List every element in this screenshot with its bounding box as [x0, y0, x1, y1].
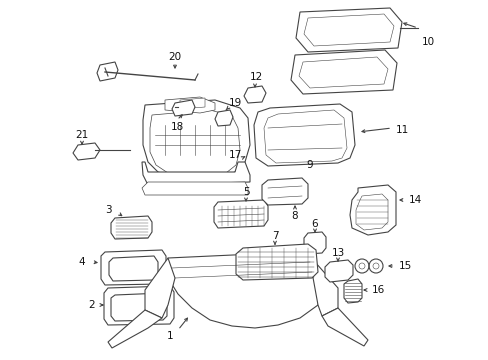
Polygon shape [73, 143, 100, 160]
Polygon shape [97, 62, 118, 81]
Polygon shape [214, 200, 267, 228]
Polygon shape [180, 98, 204, 109]
Polygon shape [304, 232, 325, 254]
Text: 10: 10 [421, 37, 434, 47]
Text: 19: 19 [228, 98, 241, 108]
Text: 13: 13 [331, 248, 344, 258]
Text: 18: 18 [170, 122, 183, 132]
Polygon shape [264, 110, 346, 163]
Polygon shape [236, 244, 317, 280]
Text: 21: 21 [75, 130, 88, 140]
Text: 20: 20 [168, 52, 181, 62]
Polygon shape [244, 86, 265, 103]
Polygon shape [150, 110, 240, 176]
Text: 15: 15 [398, 261, 411, 271]
Text: 5: 5 [242, 187, 249, 197]
Polygon shape [109, 256, 158, 281]
Polygon shape [111, 293, 167, 321]
Text: 1: 1 [166, 331, 173, 341]
Text: 8: 8 [291, 211, 298, 221]
Text: 6: 6 [311, 219, 318, 229]
Text: 11: 11 [395, 125, 408, 135]
Polygon shape [168, 252, 319, 328]
Text: 9: 9 [306, 160, 313, 170]
Polygon shape [262, 178, 307, 205]
Text: 17: 17 [228, 150, 241, 160]
Polygon shape [321, 308, 367, 346]
Text: 4: 4 [79, 257, 85, 267]
Polygon shape [295, 8, 401, 52]
Polygon shape [298, 57, 387, 88]
Polygon shape [145, 258, 175, 318]
Text: 16: 16 [370, 285, 384, 295]
Polygon shape [172, 100, 195, 116]
Polygon shape [142, 100, 249, 180]
Text: 2: 2 [88, 300, 95, 310]
Polygon shape [142, 182, 247, 195]
Polygon shape [304, 14, 393, 46]
Polygon shape [290, 50, 396, 94]
Polygon shape [111, 216, 152, 239]
Polygon shape [325, 260, 352, 282]
Polygon shape [311, 262, 337, 316]
Polygon shape [253, 104, 354, 166]
Polygon shape [101, 250, 165, 285]
Text: 12: 12 [249, 72, 262, 82]
Polygon shape [343, 279, 361, 303]
Polygon shape [349, 185, 395, 235]
Polygon shape [215, 110, 232, 126]
Text: 14: 14 [407, 195, 421, 205]
Text: 7: 7 [271, 231, 278, 241]
Polygon shape [108, 310, 162, 348]
Polygon shape [142, 162, 249, 185]
Polygon shape [355, 194, 387, 230]
Text: 3: 3 [104, 205, 111, 215]
Polygon shape [104, 286, 174, 325]
Polygon shape [164, 97, 215, 113]
